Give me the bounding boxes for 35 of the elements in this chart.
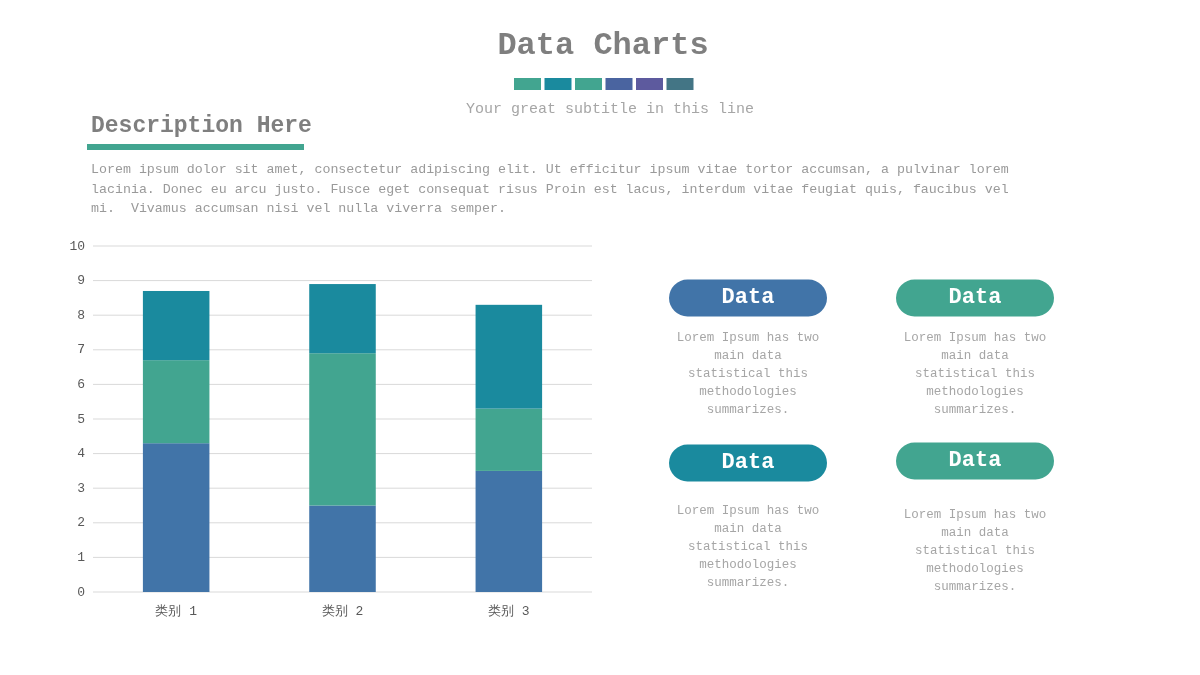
y-tick-label: 9 [77, 273, 85, 289]
y-tick-label: 3 [77, 480, 85, 496]
y-tick-label: 5 [77, 411, 85, 427]
text: Lorem Ipsum has two main data statistical this methodologies summarizes. [675, 503, 821, 592]
text: Lorem Ipsum has two main data statistical this methodologies summarizes. [902, 507, 1048, 596]
text: Lorem ipsum dolor sit amet, consectetur adipiscing elit. Ut efficitur ipsum vitae tortor accumsan, a pulvinar lorem lacinia. Donec eu arcu justo. Fusce eget consequat risus Proin est lacus, interdum vitae feugiat quis, faucibus vel mi. Vivamus accumsan nisi vel nulla viverra semper. [91, 161, 1010, 218]
y-tick-label: 8 [77, 307, 85, 323]
bar [142, 360, 210, 444]
text: Description Here [91, 112, 312, 141]
x-tick-label: 类别 3 [488, 603, 530, 619]
y-tick-label: 7 [77, 342, 85, 358]
bar [475, 408, 543, 471]
y-tick-label: 4 [77, 446, 86, 462]
text: Data [720, 284, 776, 312]
bar [142, 443, 210, 592]
bar [309, 353, 376, 506]
text: Data [947, 284, 1003, 312]
x-tick-label: 类别 1 [155, 603, 198, 619]
text: Data [720, 449, 776, 477]
y-tick-label: 6 [77, 376, 85, 392]
y-tick-label: 0 [77, 584, 85, 600]
y-tick-label: 2 [77, 515, 85, 531]
bar [475, 470, 543, 592]
y-tick-label: 10 [69, 238, 85, 254]
text: Lorem Ipsum has two main data statistical this methodologies summarizes. [902, 330, 1048, 419]
y-tick-label: 1 [77, 549, 86, 565]
text: Data [947, 447, 1003, 475]
bar [309, 505, 376, 592]
bar [142, 290, 210, 361]
bar [309, 284, 376, 354]
chart-subtitle: Your great subtitle in this line [464, 100, 755, 120]
bar [475, 304, 543, 409]
text: Lorem Ipsum has two main data statistical this methodologies summarizes. [675, 330, 821, 419]
x-tick-label: 类别 2 [321, 603, 364, 619]
chart-title: Data Charts [496, 26, 710, 66]
